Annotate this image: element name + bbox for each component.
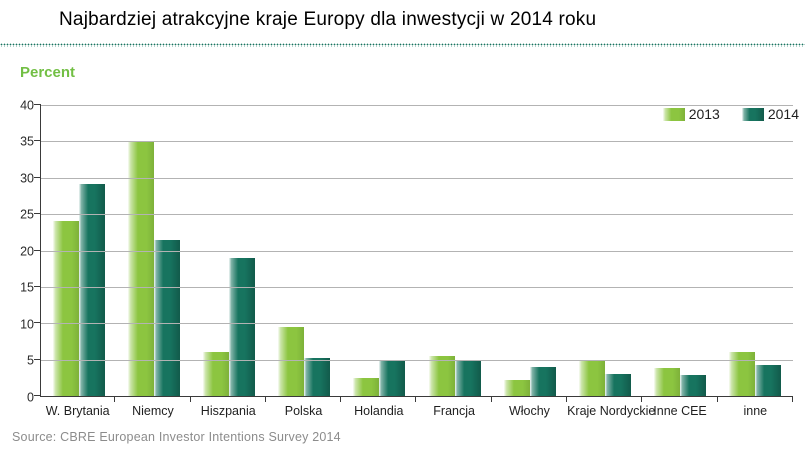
bar-chart: 2013 2014 0 5 10 15 20 25 30 35 40 W. Brytania Nie… bbox=[0, 99, 805, 418]
x-tick-mark bbox=[718, 397, 793, 402]
y-tick-label-5: 5 bbox=[27, 353, 34, 368]
x-tick-mark bbox=[40, 397, 116, 402]
bar-2014-W. Brytania bbox=[78, 183, 105, 396]
x-tick-label-inne: inne bbox=[743, 404, 768, 418]
gridline-30 bbox=[41, 177, 793, 179]
legend-swatch-2013 bbox=[662, 107, 685, 121]
page-title: Najbardziej atrakcyjne kraje Europy dla … bbox=[59, 9, 597, 30]
chart-legend: 2013 2014 bbox=[662, 106, 799, 122]
bar-2014-Polska bbox=[304, 358, 331, 396]
x-tick-mark bbox=[642, 397, 718, 402]
x-tick-label-Kraje Nordyckie: Kraje Nordyckie bbox=[567, 404, 656, 418]
y-tick-label-30: 30 bbox=[20, 170, 34, 185]
y-tick-mark bbox=[34, 358, 41, 360]
y-tick-label-15: 15 bbox=[20, 280, 34, 295]
plot-area bbox=[34, 104, 793, 397]
y-axis-labels: 0 5 10 15 20 25 30 35 40 bbox=[0, 99, 34, 403]
bar-group-Niemcy bbox=[116, 105, 191, 396]
x-tick-mark bbox=[341, 397, 417, 402]
bar-2014-inne bbox=[755, 365, 782, 396]
x-axis-labels: W. Brytania Niemcy Hiszpania Polska Holandia… bbox=[40, 404, 793, 418]
x-tick-label-Hiszpania: Hiszpania bbox=[200, 404, 256, 418]
y-tick-label-20: 20 bbox=[20, 243, 34, 258]
y-tick-mark bbox=[34, 285, 41, 287]
gridline-5 bbox=[41, 359, 793, 361]
bar-group-Kraje Nordyckie bbox=[567, 105, 642, 396]
bar-2014-Hiszpania bbox=[229, 257, 255, 396]
bar-2014-Francja bbox=[454, 359, 481, 396]
x-axis-ticks bbox=[40, 397, 793, 402]
bar-2014-Niemcy bbox=[153, 239, 180, 396]
bar-2013-Włochy bbox=[503, 380, 530, 396]
gridline-25 bbox=[41, 214, 793, 216]
x-tick-mark bbox=[191, 397, 266, 402]
x-tick-label-Włochy: Włochy bbox=[508, 404, 550, 418]
legend-swatch-2014 bbox=[741, 107, 764, 121]
y-tick-mark bbox=[34, 176, 41, 178]
bar-group-Holandia bbox=[342, 105, 417, 396]
dotted-separator bbox=[0, 43, 805, 47]
bar-group-Włochy bbox=[492, 105, 567, 396]
gridline-15 bbox=[41, 286, 793, 288]
bar-group-Polska bbox=[267, 105, 342, 396]
x-tick-mark bbox=[115, 397, 191, 402]
bar-2014-Inne CEE bbox=[680, 374, 707, 396]
gridline-10 bbox=[41, 323, 793, 325]
bar-group-Inne CEE bbox=[643, 105, 718, 396]
bar-group-Hiszpania bbox=[191, 105, 266, 396]
x-tick-mark bbox=[416, 397, 492, 402]
y-tick-mark bbox=[34, 140, 41, 142]
source-note: Source: CBRE European Investor Intention… bbox=[12, 430, 341, 444]
y-tick-label-35: 35 bbox=[20, 134, 34, 149]
gridline-20 bbox=[41, 250, 793, 252]
x-tick-mark bbox=[266, 397, 342, 402]
bar-2013-Kraje Nordyckie bbox=[579, 359, 606, 396]
y-axis-title: Percent bbox=[20, 64, 76, 81]
bar-2013-Holandia bbox=[353, 377, 380, 396]
y-tick-mark bbox=[34, 213, 41, 215]
y-tick-label-0: 0 bbox=[27, 389, 34, 404]
y-tick-mark bbox=[34, 104, 41, 105]
y-tick-mark bbox=[34, 322, 41, 324]
x-tick-label-W. Brytania: W. Brytania bbox=[45, 404, 110, 418]
legend-label-2013: 2013 bbox=[688, 106, 720, 122]
legend-item-2013: 2013 bbox=[662, 106, 720, 122]
bar-2014-Kraje Nordyckie bbox=[605, 374, 632, 396]
y-tick-label-40: 40 bbox=[20, 97, 34, 112]
x-tick-label-Polska: Polska bbox=[284, 404, 323, 418]
gridline-40 bbox=[41, 105, 793, 106]
x-tick-label-Francja: Francja bbox=[433, 404, 475, 418]
bar-2013-W. Brytania bbox=[52, 221, 79, 396]
x-tick-label-Holandia: Holandia bbox=[354, 404, 404, 418]
legend-item-2014: 2014 bbox=[741, 106, 799, 122]
bar-2013-Inne CEE bbox=[654, 368, 681, 396]
bar-group-Francja bbox=[417, 105, 492, 396]
legend-label-2014: 2014 bbox=[767, 106, 799, 122]
x-tick-label-Niemcy: Niemcy bbox=[132, 404, 174, 418]
y-tick-label-10: 10 bbox=[20, 316, 34, 331]
bar-2013-Polska bbox=[278, 326, 305, 396]
gridline-35 bbox=[41, 141, 793, 143]
y-tick-mark bbox=[34, 395, 41, 396]
y-tick-label-25: 25 bbox=[20, 207, 34, 222]
bar-2013-Francja bbox=[428, 356, 455, 396]
x-tick-mark bbox=[492, 397, 568, 402]
bar-2014-Włochy bbox=[529, 366, 556, 396]
y-tick-mark bbox=[34, 249, 41, 251]
x-tick-mark bbox=[567, 397, 643, 402]
bar-2014-Holandia bbox=[379, 359, 406, 396]
x-tick-label-Inne CEE: Inne CEE bbox=[653, 404, 707, 418]
bar-2013-Niemcy bbox=[127, 141, 154, 396]
